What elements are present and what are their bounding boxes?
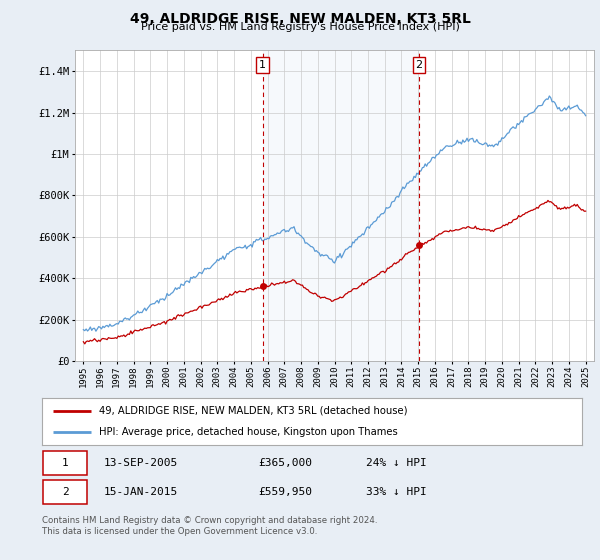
FancyBboxPatch shape bbox=[43, 480, 88, 504]
Text: 13-SEP-2005: 13-SEP-2005 bbox=[104, 458, 178, 468]
Bar bbox=[263, 50, 419, 361]
Text: 15-JAN-2015: 15-JAN-2015 bbox=[104, 487, 178, 497]
Text: £365,000: £365,000 bbox=[258, 458, 312, 468]
Text: 49, ALDRIDGE RISE, NEW MALDEN, KT3 5RL (detached house): 49, ALDRIDGE RISE, NEW MALDEN, KT3 5RL (… bbox=[98, 406, 407, 416]
Text: 1: 1 bbox=[259, 60, 266, 70]
Text: Price paid vs. HM Land Registry's House Price Index (HPI): Price paid vs. HM Land Registry's House … bbox=[140, 22, 460, 32]
Text: 2: 2 bbox=[415, 60, 422, 70]
Text: £559,950: £559,950 bbox=[258, 487, 312, 497]
Text: Contains HM Land Registry data © Crown copyright and database right 2024.
This d: Contains HM Land Registry data © Crown c… bbox=[42, 516, 377, 536]
Text: 49, ALDRIDGE RISE, NEW MALDEN, KT3 5RL: 49, ALDRIDGE RISE, NEW MALDEN, KT3 5RL bbox=[130, 12, 470, 26]
Text: HPI: Average price, detached house, Kingston upon Thames: HPI: Average price, detached house, King… bbox=[98, 427, 397, 437]
FancyBboxPatch shape bbox=[43, 451, 88, 475]
Text: 2: 2 bbox=[62, 487, 68, 497]
Text: 33% ↓ HPI: 33% ↓ HPI bbox=[366, 487, 427, 497]
Text: 24% ↓ HPI: 24% ↓ HPI bbox=[366, 458, 427, 468]
Text: 1: 1 bbox=[62, 458, 68, 468]
